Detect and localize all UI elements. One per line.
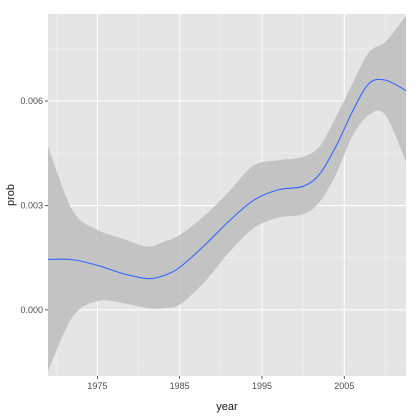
x-tick-label: 1995 bbox=[252, 381, 272, 391]
y-axis-ticks: 0.000 0.003 0.006 bbox=[20, 96, 48, 315]
x-axis-ticks: 1975 1985 1995 2005 bbox=[87, 376, 354, 391]
confidence-ribbon bbox=[48, 15, 406, 371]
y-tick-label: 0.000 bbox=[20, 305, 43, 315]
smooth-line bbox=[47, 78, 407, 280]
y-tick-label: 0.003 bbox=[20, 200, 43, 210]
x-tick-label: 2005 bbox=[334, 381, 354, 391]
x-tick-label: 1985 bbox=[170, 381, 190, 391]
y-axis-title: prob bbox=[5, 184, 17, 206]
x-axis-title: year bbox=[216, 401, 238, 413]
y-tick-label: 0.006 bbox=[20, 96, 43, 106]
x-tick-label: 1975 bbox=[87, 381, 107, 391]
